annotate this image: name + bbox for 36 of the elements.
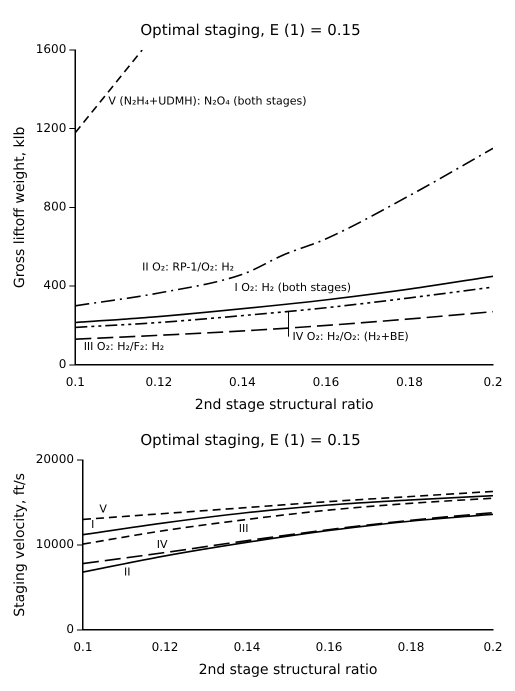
x-tick-label: 0.14 — [234, 640, 260, 654]
series-label: IV — [156, 538, 168, 552]
y-tick-label: 800 — [43, 200, 66, 214]
x-tick-label: 0.16 — [312, 375, 340, 390]
x-tick-label: 0.14 — [229, 375, 256, 390]
x-tick-label: 0.12 — [146, 375, 172, 390]
series-label: II — [124, 565, 130, 578]
series-label: I — [91, 518, 94, 531]
series-label: III O₂: H₂/F₂: H₂ — [84, 340, 164, 354]
x-axis-title: 2nd stage structural ratio — [198, 662, 378, 678]
x-tick-label: 0.1 — [66, 375, 85, 390]
series-label: I O₂: H₂ (both stages) — [234, 280, 351, 294]
y-tick-label: 0 — [66, 622, 74, 636]
x-tick-label: 0.16 — [316, 640, 342, 654]
x-tick-label: 0.12 — [152, 640, 178, 654]
x-tick-label: 0.1 — [73, 640, 93, 654]
series-label: IV O₂: H₂/O₂: (H₂+BE) — [292, 330, 409, 344]
chart-title: Optimal staging, E (1) = 0.15 — [140, 20, 361, 39]
x-tick-label: 0.2 — [483, 640, 503, 654]
y-axis-title: Staging velocity, ft/s — [12, 473, 28, 617]
x-tick-label: 0.18 — [396, 375, 423, 390]
series-label: II O₂: RP-1/O₂: H₂ — [142, 260, 234, 274]
y-tick-label: 20000 — [36, 452, 74, 466]
y-tick-label: 10000 — [36, 537, 74, 552]
x-axis-title: 2nd stage structural ratio — [194, 397, 374, 414]
x-tick-label: 0.2 — [483, 375, 503, 390]
y-axis-title: Gross liftoff weight, klb — [12, 126, 28, 288]
series-label: III — [238, 522, 249, 535]
series-label: V — [99, 502, 108, 516]
y-tick-label: 1600 — [36, 42, 66, 56]
y-tick-label: 400 — [43, 278, 66, 292]
x-tick-label: 0.18 — [398, 640, 424, 654]
y-tick-label: 1200 — [36, 120, 66, 135]
y-tick-label: 0 — [58, 356, 66, 371]
chart-title: Optimal staging, E (1) = 0.15 — [140, 430, 361, 449]
series-label: V (N₂H₄+UDMH): N₂O₄ (both stages) — [108, 94, 307, 108]
